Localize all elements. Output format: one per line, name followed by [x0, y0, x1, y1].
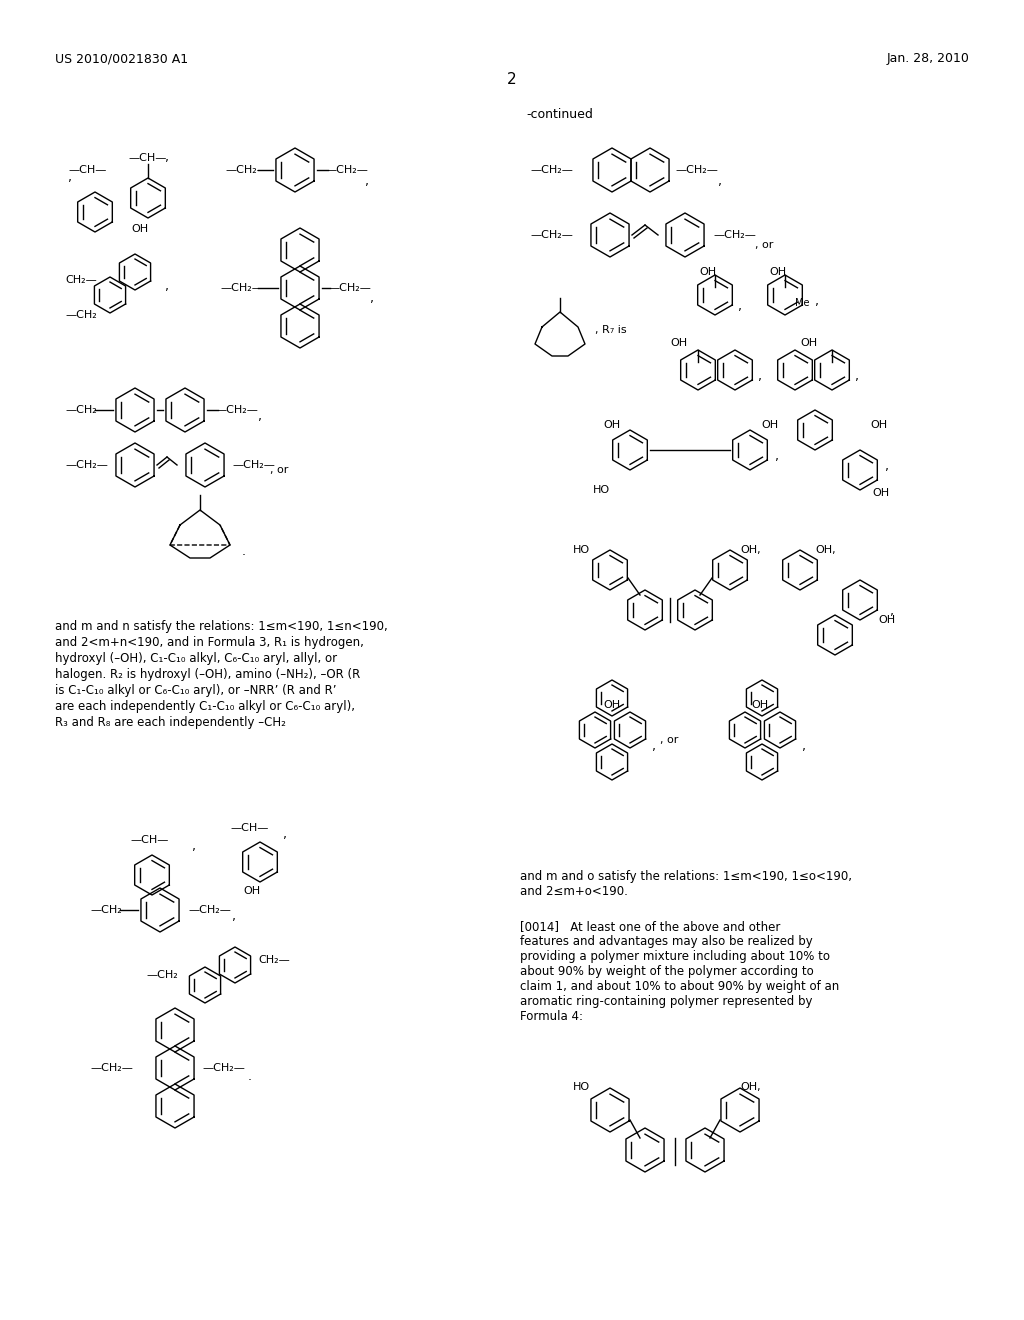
Text: —CH₂—: —CH₂—	[530, 165, 572, 176]
Text: ,: ,	[738, 300, 742, 313]
Text: —CH—: —CH—	[130, 836, 168, 845]
Text: -continued: -continued	[526, 108, 594, 121]
Text: OH: OH	[762, 420, 778, 430]
Text: and m and o satisfy the relations: 1≤m<190, 1≤o<190,: and m and o satisfy the relations: 1≤m<1…	[520, 870, 852, 883]
Text: —CH₂: —CH₂	[65, 310, 96, 319]
Text: OH: OH	[878, 615, 895, 624]
Text: ,: ,	[718, 176, 722, 187]
Text: 2: 2	[507, 73, 517, 87]
Text: OH: OH	[800, 338, 817, 348]
Text: CH₂—: CH₂—	[65, 275, 96, 285]
Text: OH: OH	[603, 700, 621, 710]
Text: ,: ,	[165, 152, 169, 165]
Text: —CH₂—: —CH₂—	[232, 459, 274, 470]
Text: ,: ,	[365, 176, 369, 187]
Text: Formula 4:: Formula 4:	[520, 1010, 583, 1023]
Text: —CH₂—: —CH₂—	[202, 1063, 245, 1073]
Text: hydroxyl (–OH), C₁-C₁₀ alkyl, C₆-C₁₀ aryl, allyl, or: hydroxyl (–OH), C₁-C₁₀ alkyl, C₆-C₁₀ ary…	[55, 652, 337, 665]
Text: ,: ,	[890, 605, 894, 618]
Text: providing a polymer mixture including about 10% to: providing a polymer mixture including ab…	[520, 950, 830, 964]
Text: OH,: OH,	[740, 545, 761, 554]
Text: HO: HO	[593, 484, 610, 495]
Text: , or: , or	[755, 240, 773, 249]
Text: —CH—: —CH—	[68, 165, 106, 176]
Text: OH: OH	[752, 700, 769, 710]
Text: ,: ,	[283, 828, 287, 841]
Text: —CH—: —CH—	[128, 153, 166, 162]
Text: —CH₂—: —CH₂—	[220, 282, 263, 293]
Text: —CH₂—: —CH₂—	[675, 165, 718, 176]
Text: features and advantages may also be realized by: features and advantages may also be real…	[520, 935, 813, 948]
Text: ,: ,	[258, 411, 262, 422]
Text: —CH₂—: —CH₂—	[713, 230, 756, 240]
Text: are each independently C₁-C₁₀ alkyl or C₆-C₁₀ aryl),: are each independently C₁-C₁₀ alkyl or C…	[55, 700, 355, 713]
Text: —CH₂—: —CH₂—	[65, 405, 108, 414]
Text: and 2<m+n<190, and in Formula 3, R₁ is hydrogen,: and 2<m+n<190, and in Formula 3, R₁ is h…	[55, 636, 364, 649]
Text: OH: OH	[699, 267, 717, 277]
Text: OH,: OH,	[740, 1082, 761, 1092]
Text: ,: ,	[370, 292, 374, 305]
Text: US 2010/0021830 A1: US 2010/0021830 A1	[55, 51, 188, 65]
Text: —CH₂—: —CH₂—	[90, 906, 133, 915]
Text: ,: ,	[193, 840, 196, 853]
Text: OH: OH	[670, 338, 687, 348]
Text: ,: ,	[165, 280, 169, 293]
Text: —CH₂—: —CH₂—	[90, 1063, 133, 1073]
Text: OH: OH	[872, 488, 889, 498]
Text: , or: , or	[270, 465, 289, 475]
Text: Me: Me	[795, 298, 810, 308]
Text: .: .	[242, 545, 246, 558]
Text: and m and n satisfy the relations: 1≤m<190, 1≤n<190,: and m and n satisfy the relations: 1≤m<1…	[55, 620, 388, 634]
Text: and 2≤m+o<190.: and 2≤m+o<190.	[520, 884, 628, 898]
Text: ,: ,	[815, 294, 819, 308]
Text: HO: HO	[572, 545, 590, 554]
Text: —CH₂—: —CH₂—	[225, 165, 268, 176]
Text: ,: ,	[652, 741, 656, 752]
Text: —CH—: —CH—	[230, 822, 268, 833]
Text: HO: HO	[572, 1082, 590, 1092]
Text: , R₇ is: , R₇ is	[595, 325, 627, 335]
Text: ,: ,	[232, 909, 236, 923]
Text: .: .	[248, 1071, 252, 1082]
Text: OH: OH	[603, 420, 621, 430]
Text: OH,: OH,	[815, 545, 836, 554]
Text: about 90% by weight of the polymer according to: about 90% by weight of the polymer accor…	[520, 965, 814, 978]
Text: OH: OH	[769, 267, 786, 277]
Text: —CH₂—: —CH₂—	[530, 230, 572, 240]
Text: ,: ,	[855, 370, 859, 383]
Text: [0014]   At least one of the above and other: [0014] At least one of the above and oth…	[520, 920, 780, 933]
Text: halogen. R₂ is hydroxyl (–OH), amino (–NH₂), –OR (R: halogen. R₂ is hydroxyl (–OH), amino (–N…	[55, 668, 360, 681]
Text: —CH₂: —CH₂	[146, 970, 178, 979]
Text: , or: , or	[660, 735, 678, 744]
Text: —CH₂—: —CH₂—	[188, 906, 230, 915]
Text: ,: ,	[885, 459, 889, 473]
Text: ,: ,	[68, 172, 72, 185]
Text: CH₂—: CH₂—	[258, 954, 290, 965]
Text: OH: OH	[244, 886, 260, 896]
Text: claim 1, and about 10% to about 90% by weight of an: claim 1, and about 10% to about 90% by w…	[520, 979, 840, 993]
Text: —CH₂—: —CH₂—	[65, 459, 108, 470]
Text: OH: OH	[870, 420, 887, 430]
Text: ,: ,	[802, 741, 806, 752]
Text: —CH₂—: —CH₂—	[325, 165, 368, 176]
Text: R₃ and R₈ are each independently –CH₂: R₃ and R₈ are each independently –CH₂	[55, 715, 286, 729]
Text: Jan. 28, 2010: Jan. 28, 2010	[886, 51, 969, 65]
Text: ,: ,	[758, 370, 762, 383]
Text: OH: OH	[131, 224, 148, 234]
Text: ,: ,	[775, 450, 779, 463]
Text: is C₁-C₁₀ alkyl or C₆-C₁₀ aryl), or –NRR’ (R and R’: is C₁-C₁₀ alkyl or C₆-C₁₀ aryl), or –NRR…	[55, 684, 337, 697]
Text: aromatic ring-containing polymer represented by: aromatic ring-containing polymer represe…	[520, 995, 812, 1008]
Text: —CH₂—: —CH₂—	[215, 405, 258, 414]
Text: —CH₂—: —CH₂—	[328, 282, 371, 293]
